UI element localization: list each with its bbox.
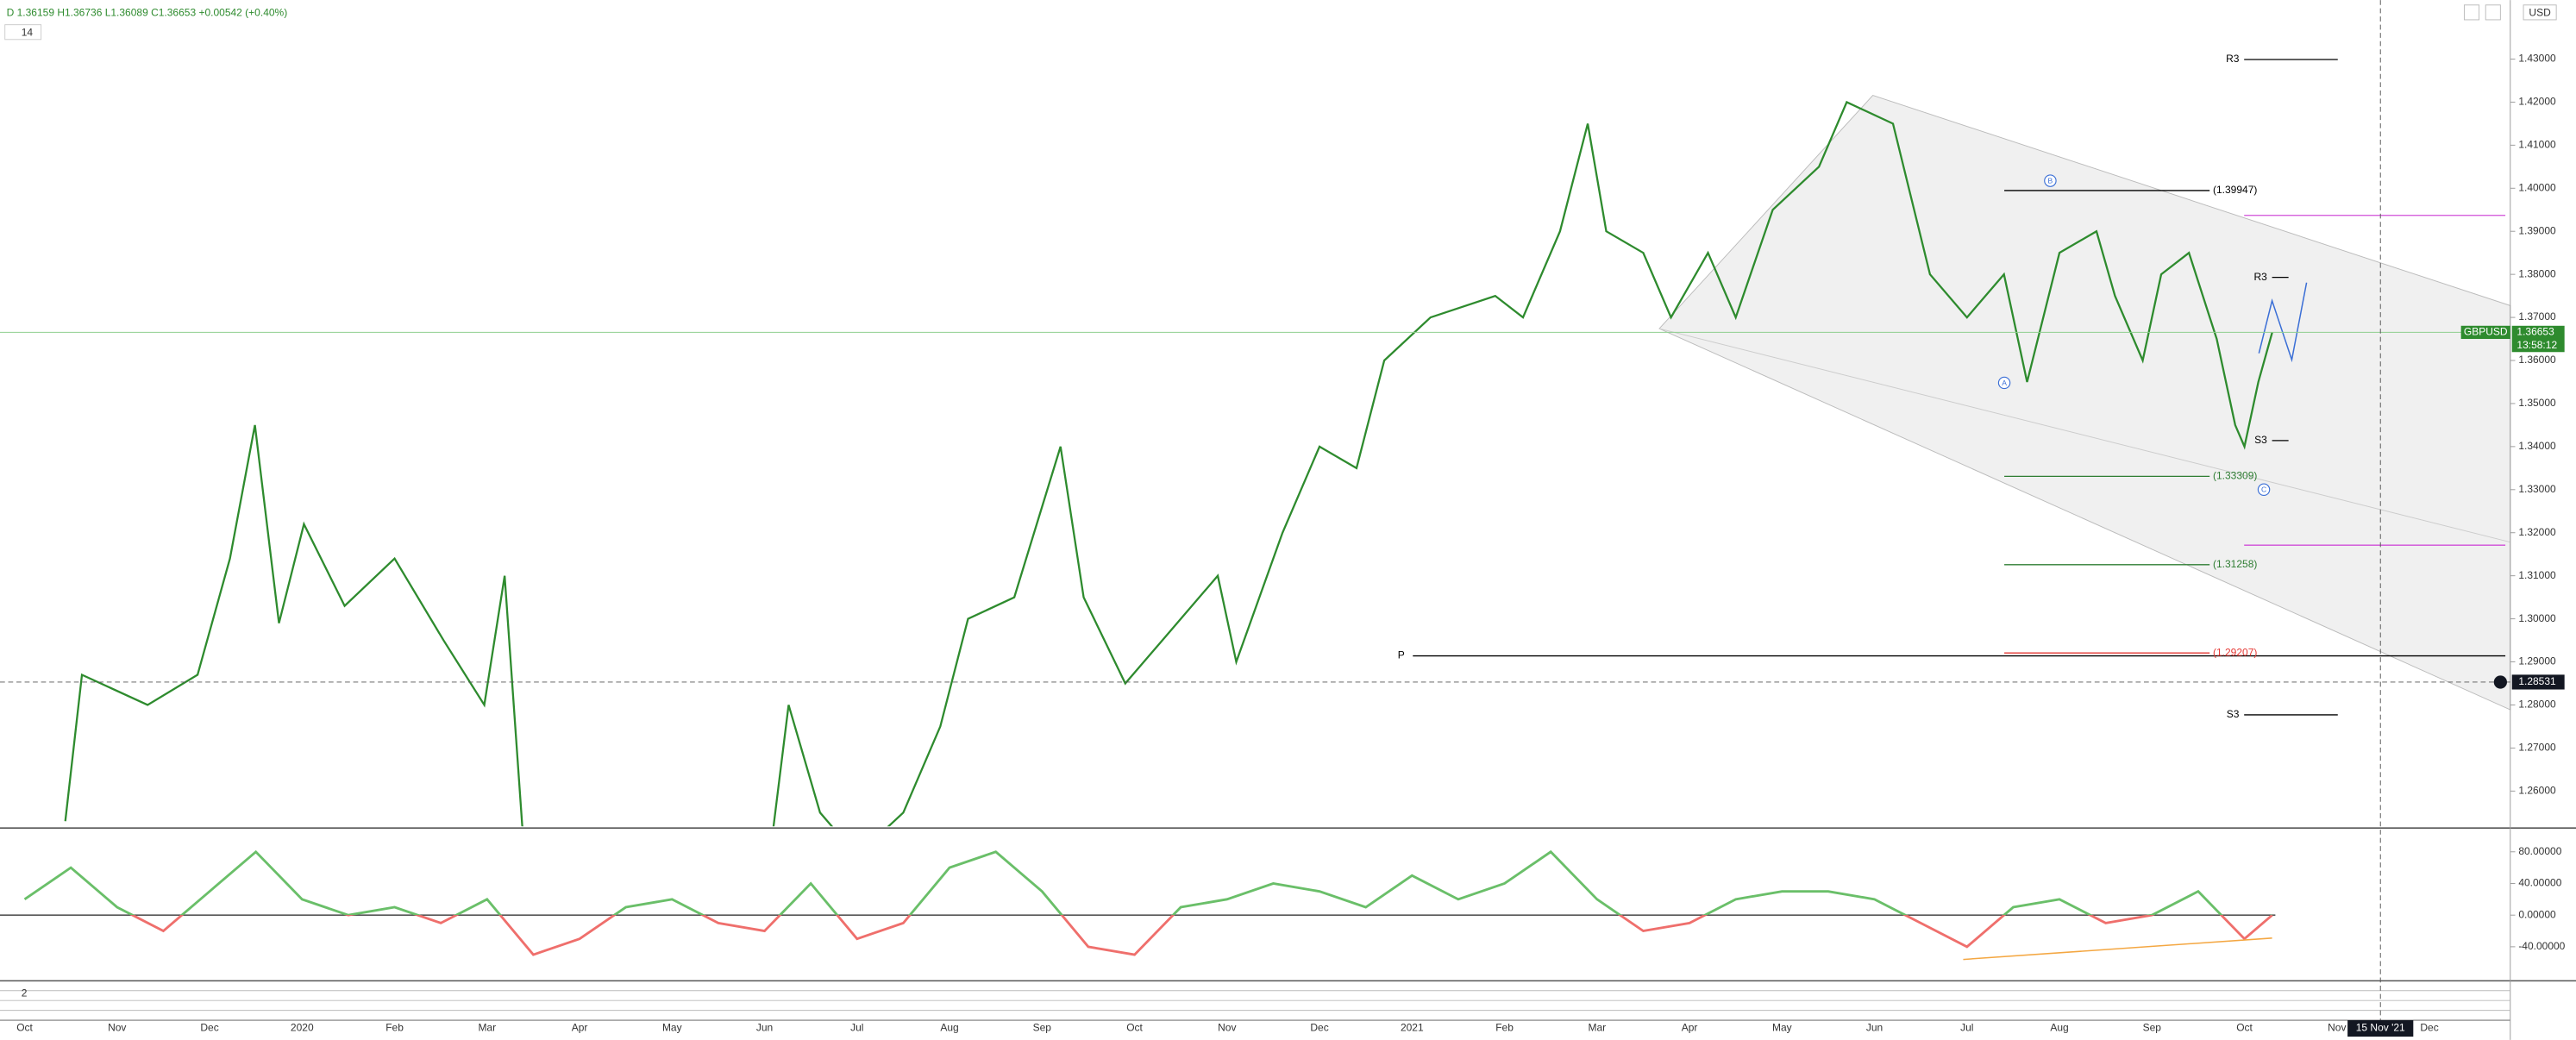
y-tick-label: 1.42000 [2518,96,2556,108]
download-button[interactable] [2463,4,2480,21]
x-tick-label: Apr [1682,1022,1698,1034]
y-tick-label: 1.33000 [2518,483,2556,495]
x-tick-label: Dec [1310,1022,1328,1034]
wave-marker [2044,174,2057,187]
crosshair-icon [2493,675,2507,689]
wave-label: C [2261,486,2266,494]
y-tick-label: 1.27000 [2518,742,2556,754]
mini-oscillators [0,990,2510,1012]
y-tick-label: 1.31000 [2518,569,2556,581]
y-tick-label: 1.41000 [2518,139,2556,151]
x-tick-label: Mar [1588,1022,1606,1034]
y-tick-label: 1.40000 [2518,181,2556,193]
currency-label: USD [2529,6,2551,18]
pivot-label: S3 [2254,434,2267,446]
indicator-length: 2 [22,987,28,999]
x-tick-label: Dec [200,1022,218,1034]
currency-button[interactable] [2523,4,2557,21]
crosshair-price: 1.28531 [2518,675,2556,687]
x-tick-label: Jul [850,1022,863,1034]
price-tag-label: 1.36653 [2516,326,2554,338]
y-tick-label: 1.34000 [2518,440,2556,452]
x-tick-label: Oct [2236,1022,2253,1034]
price-line [64,100,2273,827]
crosshair-date: 15 Nov '21 [2356,1022,2405,1034]
y-tick-label: 40.00000 [2518,877,2561,889]
x-tick-label: 2021 [1401,1022,1424,1034]
price-tag [2511,325,2565,353]
y-tick-label: 1.35000 [2518,397,2556,409]
oscillator-up [23,849,2272,916]
x-tick-label: Oct [16,1022,33,1034]
y-tick-label: 1.30000 [2518,612,2556,624]
x-tick-label: Nov [2328,1022,2346,1034]
fullscreen-button[interactable] [2485,4,2501,21]
x-tick-label: Aug [940,1022,958,1034]
x-tick-label: May [662,1022,682,1034]
x-tick-label: 2020 [291,1022,314,1034]
pivot-label: (1.31258) [2213,558,2257,570]
x-tick-label: Feb [1495,1022,1514,1034]
x-tick-label: Nov [1218,1022,1236,1034]
pivot-label: S3 [2227,708,2240,720]
x-tick-label: Aug [2050,1022,2068,1034]
pivot-label: R3 [2254,271,2268,283]
crosshair-tag [2511,674,2565,690]
y-tick-label: 1.36000 [2518,354,2556,366]
countdown: 13:58:12 [2516,339,2557,351]
pivot-label: P [1398,649,1405,661]
ohlc-legend: D 1.36159 H1.36736 L1.36089 C1.36653 +0.… [7,6,288,18]
x-tick-label: Oct [1126,1022,1143,1034]
y-tick-label: 1.39000 [2518,224,2556,236]
x-tick-label: Sep [2143,1022,2162,1034]
symbol-label: GBPUSD [2464,326,2508,338]
y-tick-label: 80.00000 [2518,845,2561,857]
x-tick-label: Nov [108,1022,126,1034]
channel-mid [1658,328,2510,543]
crosshair-date-tag [2347,1020,2414,1037]
y-tick-label: 0.00000 [2518,908,2556,920]
trend-line [1963,937,2272,961]
oscillator-down [129,915,2273,956]
y-tick-label: 1.26000 [2518,785,2556,797]
x-tick-label: May [1772,1022,1792,1034]
x-tick-label: Apr [572,1022,588,1034]
price-group [64,100,2273,827]
wave-marker [1997,376,2011,390]
pivot-label: (1.29207) [2213,646,2257,658]
pivot-label: (1.39947) [2213,184,2257,196]
pivot-label: R3 [2226,53,2240,65]
y-tick-label: 1.32000 [2518,526,2556,538]
indicator-toggle[interactable] [4,24,42,41]
y-tick-label: -40.00000 [2518,940,2565,952]
y-tick-label: 1.28000 [2518,699,2556,711]
y-tick-label: 1.37000 [2518,310,2556,323]
x-tick-label: Jun [756,1022,773,1034]
wave-label: B [2048,176,2053,185]
y-tick-label: 1.38000 [2518,267,2556,279]
x-tick-label: Mar [478,1022,496,1034]
wave-label: A [2002,379,2007,387]
x-tick-label: Jul [1960,1022,1973,1034]
x-tick-label: Dec [2420,1022,2438,1034]
x-tick-label: Sep [1033,1022,1052,1034]
x-tick-label: Feb [385,1022,404,1034]
x-tick-label: Jun [1866,1022,1883,1034]
projection-arrow [2258,282,2308,363]
y-tick-label: 1.43000 [2518,53,2556,65]
wave-marker [2257,483,2271,496]
pivot-label: (1.33309) [2213,470,2257,482]
symbol-tag [2460,325,2510,340]
indicator-length: 14 [22,26,34,38]
y-tick-label: 1.29000 [2518,655,2556,667]
